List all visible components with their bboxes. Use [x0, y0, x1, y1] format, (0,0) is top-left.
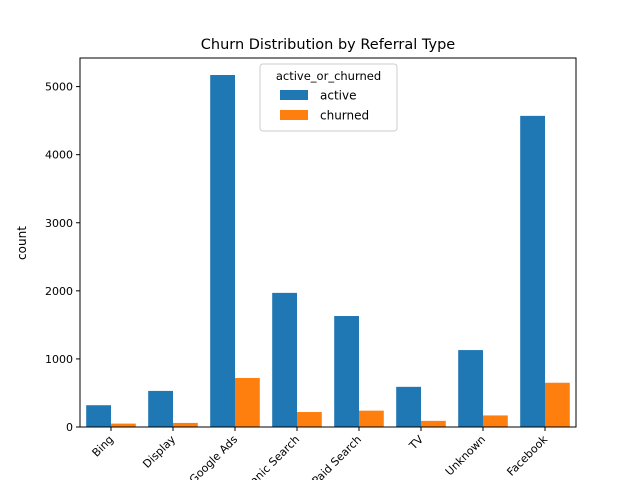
bar-active-2 — [210, 75, 235, 427]
bar-active-3 — [272, 292, 297, 427]
x-tick-label: Bing — [90, 433, 117, 460]
bar-churned-1 — [173, 422, 198, 427]
bar-active-5 — [396, 386, 421, 427]
x-tick-label: Unknown — [443, 433, 488, 478]
bar-churned-3 — [297, 412, 322, 427]
y-axis-label: count — [15, 226, 29, 260]
bar-churned-7 — [545, 382, 570, 427]
y-tick-label: 4000 — [45, 149, 73, 162]
bar-churned-6 — [483, 415, 508, 427]
bar-churned-4 — [359, 410, 384, 427]
bar-churned-2 — [235, 377, 260, 427]
y-tick-label: 2000 — [45, 285, 73, 298]
plot-frame — [79, 57, 577, 428]
x-tick-label: Google Ads — [187, 433, 240, 480]
bar-active-1 — [148, 390, 173, 427]
legend-label-churned: churned — [320, 109, 369, 123]
x-tick-label: TV — [406, 433, 426, 453]
y-tick-label: 5000 — [45, 81, 73, 94]
legend-swatch-churned — [280, 110, 308, 120]
bar-active-0 — [86, 405, 111, 427]
bar-churned-0 — [111, 423, 136, 427]
x-tick-label: Facebook — [504, 432, 550, 478]
legend-label-active: active — [320, 89, 356, 103]
x-tick-label: Display — [140, 433, 178, 471]
bar-churned-5 — [421, 420, 446, 427]
x-tick-label: Organic Search — [233, 433, 302, 480]
bar-active-7 — [520, 115, 545, 427]
bar-active-6 — [458, 350, 483, 427]
chart-title: Churn Distribution by Referral Type — [201, 37, 456, 53]
legend-swatch-active — [280, 90, 308, 100]
x-tick-label: Paid Search — [310, 433, 365, 480]
bar-active-4 — [334, 316, 359, 427]
y-tick-label: 1000 — [45, 353, 73, 366]
y-tick-label: 0 — [66, 421, 73, 434]
legend-title: active_or_churned — [276, 69, 381, 83]
y-tick-label: 3000 — [45, 217, 73, 230]
